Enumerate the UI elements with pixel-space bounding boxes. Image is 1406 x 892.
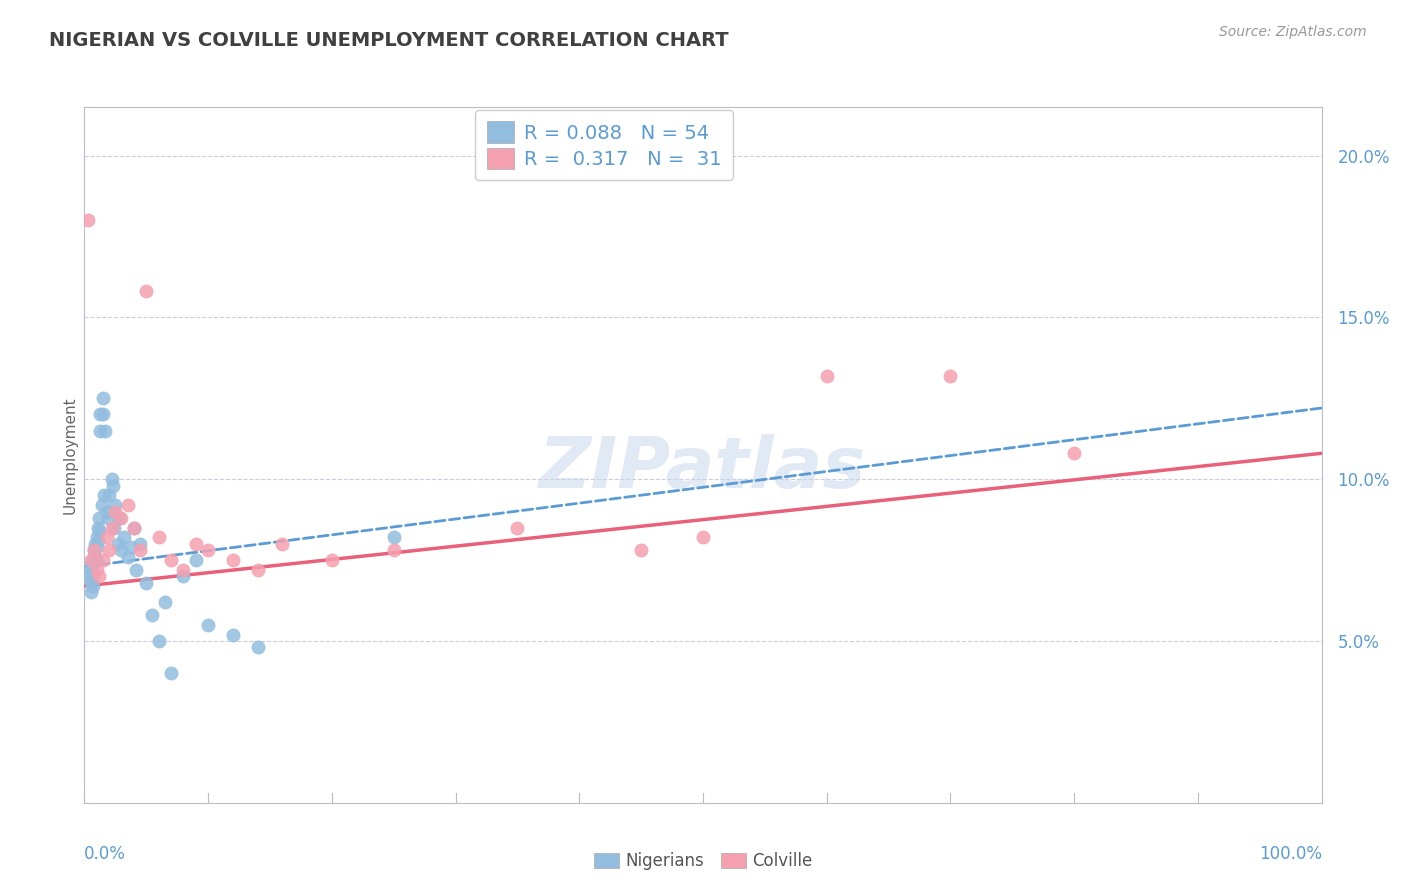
Point	[97, 511, 120, 525]
Point	[246, 640, 269, 655]
Point	[104, 498, 127, 512]
Point	[86, 531, 108, 545]
Point	[86, 540, 108, 554]
Point	[153, 595, 176, 609]
Point	[89, 569, 111, 583]
Point	[129, 537, 152, 551]
Point	[79, 553, 101, 567]
Point	[160, 553, 183, 567]
Point	[77, 559, 100, 574]
Point	[172, 569, 194, 583]
Point	[89, 408, 111, 422]
Legend: R = 0.088   N = 54, R =  0.317   N =  31: R = 0.088 N = 54, R = 0.317 N = 31	[475, 110, 733, 180]
Point	[141, 608, 163, 623]
Point	[815, 368, 838, 383]
Point	[98, 488, 121, 502]
Point	[89, 424, 111, 438]
Point	[83, 557, 105, 571]
Point	[83, 543, 105, 558]
Y-axis label: Unemployment: Unemployment	[63, 396, 77, 514]
Point	[117, 498, 139, 512]
Point	[197, 543, 219, 558]
Point	[103, 521, 125, 535]
Point	[101, 478, 124, 492]
Point	[80, 563, 103, 577]
Point	[148, 531, 170, 545]
Point	[79, 569, 101, 583]
Point	[91, 408, 114, 422]
Point	[135, 285, 157, 299]
Point	[86, 563, 108, 577]
Point	[197, 617, 219, 632]
Point	[1063, 446, 1085, 460]
Point	[100, 521, 122, 535]
Point	[135, 575, 157, 590]
Point	[89, 524, 111, 538]
Point	[184, 553, 207, 567]
Point	[271, 537, 294, 551]
Point	[87, 521, 110, 535]
Point	[82, 566, 104, 580]
Point	[108, 511, 131, 525]
Point	[91, 553, 114, 567]
Point	[87, 533, 110, 548]
Point	[104, 504, 127, 518]
Point	[321, 553, 343, 567]
Point	[382, 543, 405, 558]
Point	[90, 498, 112, 512]
Point	[939, 368, 962, 383]
Point	[184, 537, 207, 551]
Point	[506, 521, 529, 535]
Point	[77, 213, 100, 227]
Point	[96, 504, 118, 518]
Text: 0.0%: 0.0%	[84, 845, 127, 863]
Text: ZIPatlas: ZIPatlas	[540, 434, 866, 503]
Text: NIGERIAN VS COLVILLE UNEMPLOYMENT CORRELATION CHART: NIGERIAN VS COLVILLE UNEMPLOYMENT CORREL…	[49, 31, 728, 50]
Point	[100, 472, 122, 486]
Point	[110, 543, 132, 558]
Point	[122, 521, 145, 535]
Point	[80, 573, 103, 587]
Point	[148, 634, 170, 648]
Point	[82, 553, 104, 567]
Point	[692, 531, 714, 545]
Point	[96, 531, 118, 545]
Point	[79, 575, 101, 590]
Point	[86, 553, 108, 567]
Point	[382, 531, 405, 545]
Legend: Nigerians, Colville: Nigerians, Colville	[586, 846, 820, 877]
Point	[84, 537, 107, 551]
Point	[94, 424, 117, 438]
Point	[89, 511, 111, 525]
Text: 100.0%: 100.0%	[1258, 845, 1322, 863]
Point	[98, 543, 121, 558]
Point	[79, 585, 101, 599]
Point	[107, 537, 129, 551]
Point	[83, 543, 105, 558]
Point	[120, 540, 142, 554]
Point	[129, 543, 152, 558]
Point	[222, 627, 245, 641]
Point	[222, 553, 245, 567]
Point	[93, 488, 115, 502]
Point	[125, 563, 148, 577]
Point	[112, 531, 135, 545]
Point	[630, 543, 652, 558]
Point	[172, 563, 194, 577]
Point	[91, 392, 114, 406]
Point	[84, 549, 107, 564]
Point	[246, 563, 269, 577]
Point	[160, 666, 183, 681]
Text: Source: ZipAtlas.com: Source: ZipAtlas.com	[1219, 25, 1367, 39]
Point	[110, 511, 132, 525]
Point	[82, 579, 104, 593]
Point	[122, 521, 145, 535]
Point	[117, 549, 139, 564]
